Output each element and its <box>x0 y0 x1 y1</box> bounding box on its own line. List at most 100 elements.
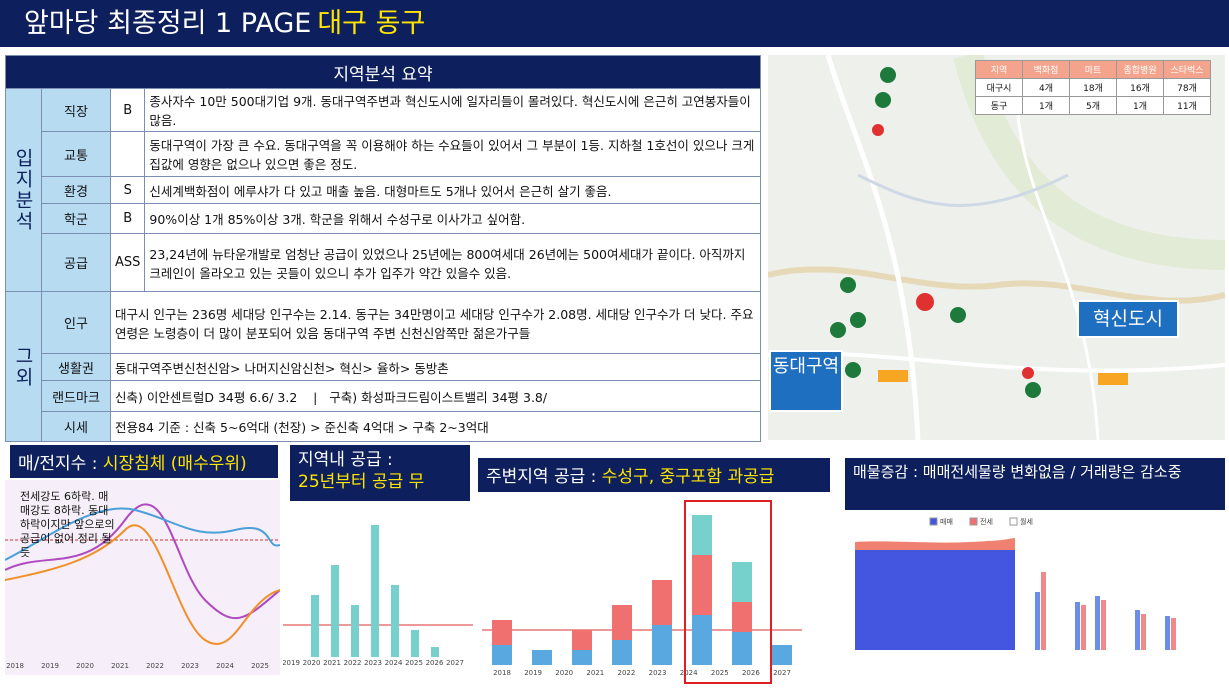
summary-row: 환경 S 신세계백화점이 에루샤가 다 있고 매출 높음. 대형마트도 5개나 있어… <box>6 176 761 204</box>
grade: S <box>109 176 146 204</box>
x-tick-label: 2019 <box>283 659 300 667</box>
legend-label: 전세 <box>980 517 993 526</box>
summary-row: 시세 전용84 기준 : 신축 5~6억대 (천장) > 준신축 4억대 > 구축… <box>6 411 761 442</box>
x-tick-label: 2019 <box>41 662 59 670</box>
item: 생활권 <box>41 353 111 381</box>
summary-row: 생활권 동대구역주변신천신암> 나머지신암신천> 혁신> 율하> 동방촌 <box>6 353 761 381</box>
legend-label: 월세 <box>1020 517 1033 526</box>
text: 대구시 인구는 236명 세대당 인구수는 2.14. 동구는 34만명이고 세… <box>110 291 761 354</box>
grade: ASS <box>109 233 146 292</box>
x-tick-label: 2024 <box>216 662 234 670</box>
item: 공급 <box>41 233 111 292</box>
panel-title-text: 매/전지수 : <box>18 454 103 474</box>
map-label: 동대구역 <box>769 350 843 412</box>
panel-title: 매물증감 : 매매전세물량 변화없음 / 거래량은 감소중 <box>845 458 1225 510</box>
cell: 4개 <box>1022 78 1070 97</box>
x-tick-label: 2027 <box>446 659 464 667</box>
cell: 1개 <box>1022 96 1070 115</box>
cell: 78개 <box>1163 78 1211 97</box>
summary-row: 랜드마크 신축) 이안센트럴D 34평 6.6/ 3.2 | 구축) 화성파크드림… <box>6 380 761 412</box>
summary-title: 지역분석 요약 <box>5 55 761 89</box>
highlight-box <box>684 500 772 684</box>
cell: 5개 <box>1069 96 1117 115</box>
panel-title-text: 지역내 공급 : <box>298 450 393 470</box>
item: 직장 <box>41 88 111 132</box>
x-tick-label: 2024 <box>680 669 698 677</box>
x-tick-label: 2025 <box>251 662 269 670</box>
item: 랜드마크 <box>41 380 111 412</box>
x-tick-label: 2020 <box>76 662 94 670</box>
header-highlight: 대구 동구 <box>317 8 426 39</box>
text: 신세계백화점이 에루샤가 다 있고 매출 높음. 대형마트도 5개나 있어서 은… <box>144 176 761 204</box>
cell: 11개 <box>1163 96 1211 115</box>
text: 종사자수 10만 500대기업 9개. 동대구역주변과 혁신도시에 일자리들이 … <box>144 88 761 132</box>
header-cell: 지역 <box>975 60 1023 79</box>
summary-row: 공급 ASS 23,24년에 뉴타운개발로 엄청난 공급이 있었으나 25년에는 8… <box>6 233 761 292</box>
cell: 16개 <box>1116 78 1164 97</box>
text: 동대구역이 가장 큰 수요. 동대구역을 꼭 이용해야 하는 수요들이 있어서 … <box>144 131 761 177</box>
summary-table: 지역분석 요약 입지분석 직장 B 종사자수 10만 500대기업 9개. 동대구역주… <box>5 55 761 442</box>
panel-title-text: 주변지역 공급 : <box>486 467 602 487</box>
panel-title-highlight: 시장침체 (매수우위) <box>102 454 247 474</box>
item: 교통 <box>41 131 111 177</box>
x-tick-label: 2027 <box>773 669 791 677</box>
x-tick-label: 2025 <box>711 669 729 677</box>
x-tick-label: 2023 <box>181 662 199 670</box>
legend-swatch <box>969 517 978 526</box>
item: 시세 <box>41 411 111 442</box>
legend-swatch <box>1009 517 1018 526</box>
legend-label: 매매 <box>940 518 953 526</box>
x-tick-label: 2022 <box>146 662 164 670</box>
header: 앞마당 최종정리 1 PAGE 대구 동구 <box>0 0 1229 47</box>
panel-title-highlight: 수성구, 중구포함 과공급 <box>601 467 775 487</box>
x-tick-label: 2023 <box>364 659 382 667</box>
x-tick-label: 2020 <box>555 669 573 677</box>
text: 신축) 이안센트럴D 34평 6.6/ 3.2 | 구축) 화성파크드림이스트밸… <box>110 380 761 412</box>
listing-chart: 매매 전세 월세 <box>855 517 1176 650</box>
grade: B <box>109 203 146 234</box>
header-cell: 스타벅스 <box>1163 60 1211 79</box>
grade: B <box>109 88 146 132</box>
x-tick-label: 2021 <box>323 659 341 667</box>
text: 전용84 기준 : 신축 5~6억대 (천장) > 준신축 4억대 > 구축 2… <box>110 411 761 442</box>
text: 90%이상 1개 85%이상 3개. 학군을 위해서 수성구로 이사가고 싶어함… <box>144 203 761 234</box>
panel-note: 전세강도 6하락. 매매강도 8하락. 동대하락이지만 앞으로의 공급이 없어 … <box>20 490 115 559</box>
text: 23,24년에 뉴타운개발로 엄청난 공급이 있었으나 25년에는 800여세대… <box>144 233 761 292</box>
supply-chart: 2019 2020 2021 2022 2023 2024 2025 2026 2027 <box>283 525 473 667</box>
x-tick-label: 2026 <box>426 659 444 667</box>
group-label: 그외 <box>5 291 42 442</box>
grade <box>109 131 146 177</box>
cell: 동구 <box>975 96 1023 115</box>
header-title: 앞마당 최종정리 1 PAGE <box>24 8 312 39</box>
x-tick-label: 2025 <box>405 659 423 667</box>
cell: 1개 <box>1116 96 1164 115</box>
legend-swatch <box>929 517 938 526</box>
map-table-row: 동구 1개 5개 1개 11개 <box>975 96 1211 115</box>
x-tick-label: 2018 <box>493 669 511 677</box>
item: 환경 <box>41 176 111 204</box>
summary-row: 교통 동대구역이 가장 큰 수요. 동대구역을 꼭 이용해야 하는 수요들이 있어… <box>6 131 761 177</box>
panel-title: 주변지역 공급 : 수성구, 중구포함 과공급 <box>478 458 830 492</box>
header-cell: 마트 <box>1069 60 1117 79</box>
cell: 대구시 <box>975 78 1023 97</box>
x-tick-label: 2022 <box>344 659 362 667</box>
x-tick-label: 2021 <box>586 669 604 677</box>
panel-title-highlight: 25년부터 공급 무 <box>298 472 425 492</box>
map-label: 혁신도시 <box>1077 300 1179 338</box>
panel-title: 매/전지수 : 시장침체 (매수우위) <box>10 445 278 478</box>
map-table: 지역 백화점 마트 종합병원 스타벅스 대구시 4개 18개 16개 78개 동구 1개 5개 1개 11개 <box>975 60 1211 115</box>
x-tick-label: 2024 <box>385 659 403 667</box>
x-tick-label: 2019 <box>524 669 542 677</box>
summary-row: 학군 B 90%이상 1개 85%이상 3개. 학군을 위해서 수성구로 이사가고 … <box>6 203 761 234</box>
item: 학군 <box>41 203 111 234</box>
x-tick-label: 2021 <box>111 662 129 670</box>
x-tick-label: 2023 <box>649 669 667 677</box>
text: 동대구역주변신천신암> 나머지신암신천> 혁신> 율하> 동방촌 <box>110 353 761 381</box>
map-table-row: 대구시 4개 18개 16개 78개 <box>975 78 1211 97</box>
item: 인구 <box>41 291 111 354</box>
header-cell: 백화점 <box>1022 60 1070 79</box>
summary-row: 그외 인구 대구시 인구는 236명 세대당 인구수는 2.14. 동구는 34만명… <box>5 291 761 442</box>
panel-title: 지역내 공급 :25년부터 공급 무 <box>290 445 470 501</box>
